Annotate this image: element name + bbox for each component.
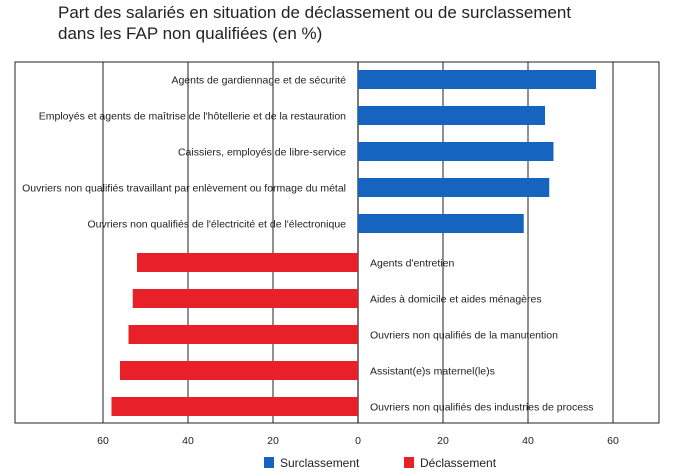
plot-frame: [14, 61, 660, 424]
plot-area: Agents de gardiennage et de sécurité Empl…: [14, 61, 660, 424]
bar-declassement: [128, 325, 358, 344]
chart-title: Part des salariés en situation de déclas…: [58, 2, 658, 44]
bar-surclassement: [358, 214, 524, 233]
category-label: Ouvriers non qualifiés des industries de…: [370, 402, 594, 414]
category-label: Assistant(e)s maternel(le)s: [370, 366, 495, 378]
category-label: Agents d'entretien: [370, 258, 454, 270]
legend-swatch: [404, 457, 414, 468]
chart-title-line-2: dans les FAP non qualifiées (en %): [58, 24, 323, 43]
bar-surclassement: [358, 178, 550, 197]
category-label: Ouvriers non qualifiés travaillant par e…: [22, 183, 346, 195]
x-tick-label: 20: [267, 435, 279, 447]
bar-surclassement: [358, 106, 545, 125]
category-label: Ouvriers non qualifiés de la manutention: [370, 330, 558, 342]
x-tick-label: 40: [522, 435, 534, 447]
bar-surclassement: [358, 142, 554, 161]
x-tick-label: 20: [437, 435, 449, 447]
category-label: Aides à domicile et aides ménagères: [370, 294, 542, 306]
bar-declassement: [132, 289, 358, 308]
category-label: Agents de gardiennage et de sécurité: [171, 75, 346, 87]
bar-declassement: [137, 253, 358, 272]
bar-surclassement: [358, 70, 596, 89]
x-tick-label: 40: [182, 435, 194, 447]
legend: Surclassement Déclassement: [264, 456, 497, 470]
category-label: Ouvriers non qualifiés de l'électricité …: [88, 219, 347, 231]
x-tick-label: 60: [97, 435, 109, 447]
bar-declassement: [120, 361, 358, 380]
legend-swatch: [264, 457, 274, 468]
legend-label: Déclassement: [420, 456, 497, 470]
bar-declassement: [111, 397, 358, 416]
x-axis-ticks: 60 40 20 0 20 40 60: [97, 435, 619, 447]
category-label: Employés et agents de maîtrise de l'hôte…: [39, 111, 346, 123]
x-tick-label: 0: [355, 435, 361, 447]
x-tick-label: 60: [607, 435, 619, 447]
legend-label: Surclassement: [280, 456, 360, 470]
chart-title-line-1: Part des salariés en situation de déclas…: [58, 3, 572, 22]
category-label: Caissiers, employés de libre-service: [178, 147, 346, 159]
